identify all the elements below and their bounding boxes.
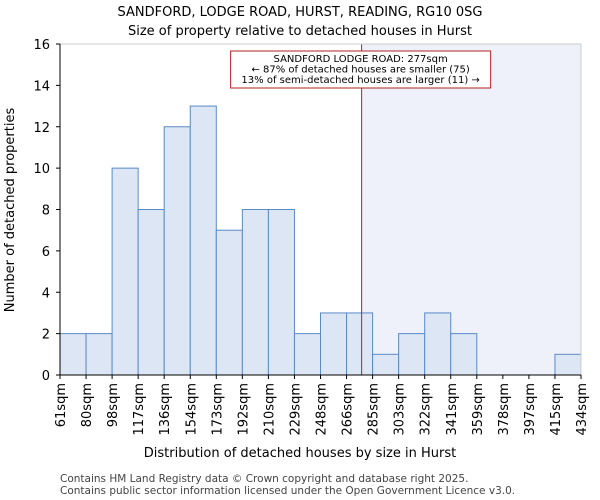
x-tick-label: 210sqm xyxy=(262,383,277,436)
bars-group xyxy=(59,105,582,376)
bar-210sqm xyxy=(267,209,295,376)
bar-117sqm xyxy=(137,209,165,376)
annotation-line-title: SANDFORD LODGE ROAD: 277sqm xyxy=(274,54,448,65)
bar-173sqm xyxy=(215,229,243,376)
x-tick-label: 285sqm xyxy=(367,383,382,436)
x-tick-label: 117sqm xyxy=(132,383,147,436)
chart-subtitle: Size of property relative to detached ho… xyxy=(128,24,472,39)
bar-136sqm xyxy=(163,126,191,376)
y-tick-label: 10 xyxy=(33,162,50,177)
y-tick-labels: 0 2 4 6 8 10 12 14 16 xyxy=(33,38,60,384)
y-axis-label: Number of detached properties xyxy=(3,108,18,313)
marker-annotation: SANDFORD LODGE ROAD: 277sqm ← 87% of det… xyxy=(230,50,492,89)
bar-341sqm xyxy=(450,333,478,376)
bar-154sqm xyxy=(189,105,217,376)
bar-303sqm xyxy=(398,333,426,376)
bar-61sqm xyxy=(59,333,87,376)
bar-415sqm xyxy=(554,353,582,376)
larger-region-shade xyxy=(361,44,581,375)
annotation-line-larger: 13% of semi-detached houses are larger (… xyxy=(241,75,479,86)
bar-229sqm xyxy=(293,333,322,376)
x-tick-label: 303sqm xyxy=(393,383,408,436)
x-tick-label: 397sqm xyxy=(523,383,538,436)
bar-192sqm xyxy=(241,209,269,376)
bar-266sqm xyxy=(346,312,374,376)
x-tick-label: 378sqm xyxy=(497,383,512,436)
x-tick-label: 173sqm xyxy=(210,383,225,436)
y-tick-label: 6 xyxy=(42,245,50,260)
x-tick-label: 341sqm xyxy=(445,383,460,436)
x-tick-label: 61sqm xyxy=(54,383,69,427)
x-tick-label: 248sqm xyxy=(315,383,330,436)
bar-248sqm xyxy=(320,312,348,376)
y-tick-label: 4 xyxy=(42,286,50,301)
bar-98sqm xyxy=(111,167,139,376)
x-tick-label: 136sqm xyxy=(158,383,173,436)
y-tick-label: 12 xyxy=(33,121,50,136)
x-tick-label: 415sqm xyxy=(549,383,564,436)
x-tick-label: 98sqm xyxy=(106,383,121,427)
annotation-box xyxy=(230,50,492,89)
bar-285sqm xyxy=(372,353,400,376)
x-tick-labels: 61sqm 80sqm 98sqm 117sqm 136sqm 154sqm 173sqm 1… xyxy=(54,375,590,436)
y-tick-label: 2 xyxy=(42,328,50,343)
y-tick-label: 14 xyxy=(33,79,50,94)
x-tick-label: 154sqm xyxy=(184,383,199,436)
x-tick-label: 359sqm xyxy=(471,383,486,436)
x-tick-label: 434sqm xyxy=(575,383,590,436)
footer-line-1: Contains HM Land Registry data © Crown c… xyxy=(60,473,468,485)
y-tick-label: 16 xyxy=(33,38,50,53)
annotation-line-smaller: ← 87% of detached houses are smaller (75… xyxy=(251,65,469,76)
footer-line-2: Contains public sector information licen… xyxy=(60,485,515,497)
x-tick-label: 192sqm xyxy=(236,383,251,436)
x-tick-label: 322sqm xyxy=(419,383,434,436)
bar-80sqm xyxy=(85,333,113,376)
x-tick-label: 266sqm xyxy=(341,383,356,436)
x-tick-label: 80sqm xyxy=(80,383,95,427)
y-tick-label: 0 xyxy=(42,369,50,384)
x-axis-label: Distribution of detached houses by size … xyxy=(144,446,456,461)
y-tick-label: 8 xyxy=(42,204,50,219)
chart-title: SANDFORD, LODGE ROAD, HURST, READING, RG… xyxy=(118,5,483,20)
x-tick-label: 229sqm xyxy=(288,383,303,436)
bar-322sqm xyxy=(424,312,452,376)
